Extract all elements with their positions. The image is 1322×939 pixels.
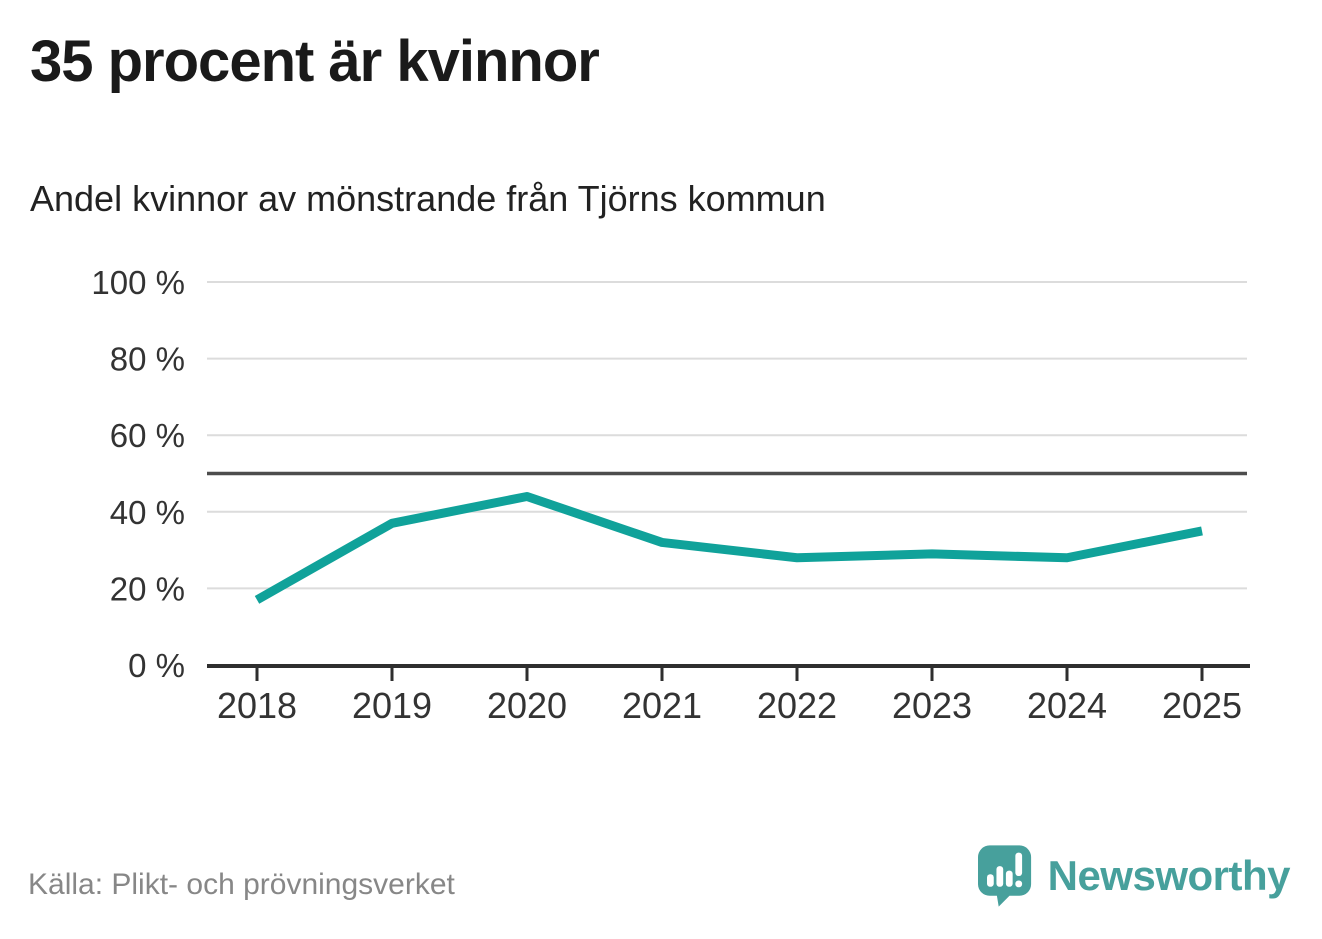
bar-1: [986, 874, 994, 887]
y-tick-label: 0 %: [128, 647, 185, 684]
x-tick-label: 2019: [352, 685, 432, 726]
x-tick-label: 2023: [892, 685, 972, 726]
x-tick-label: 2022: [757, 685, 837, 726]
bar-3: [1005, 870, 1013, 887]
data-line: [254, 491, 1203, 604]
bar-2: [996, 866, 1003, 887]
exclamation-bar: [1014, 852, 1022, 876]
newsworthy-wordmark: Newsworthy: [1047, 852, 1291, 899]
newsworthy-logo: Newsworthy: [977, 845, 1291, 907]
chart-subtitle: Andel kvinnor av mönstrande från Tjörns …: [30, 178, 826, 219]
x-tick-label: 2024: [1027, 685, 1107, 726]
chart-title: 35 procent är kvinnor: [30, 29, 600, 94]
x-tick-label: 2018: [217, 685, 297, 726]
y-tick-label: 80 %: [110, 341, 185, 378]
source-note: Källa: Plikt- och prövningsverket: [28, 868, 455, 901]
y-tick-label: 60 %: [110, 417, 185, 454]
x-tick-label: 2021: [622, 685, 702, 726]
y-tick-label: 40 %: [110, 494, 185, 531]
speech-bubble-shape: [977, 845, 1031, 907]
newsworthy-bubble-icon: [977, 845, 1031, 907]
y-tick-label: 100 %: [91, 264, 185, 301]
x-tick-label: 2020: [487, 685, 567, 726]
x-tick-label: 2025: [1162, 685, 1242, 726]
exclamation-dot: [1014, 880, 1022, 888]
line-chart: 0 % 20 % 40 % 60 % 80 % 100 % 2018 2019 2020 2021…: [91, 264, 1250, 726]
y-tick-label: 20 %: [110, 570, 185, 607]
